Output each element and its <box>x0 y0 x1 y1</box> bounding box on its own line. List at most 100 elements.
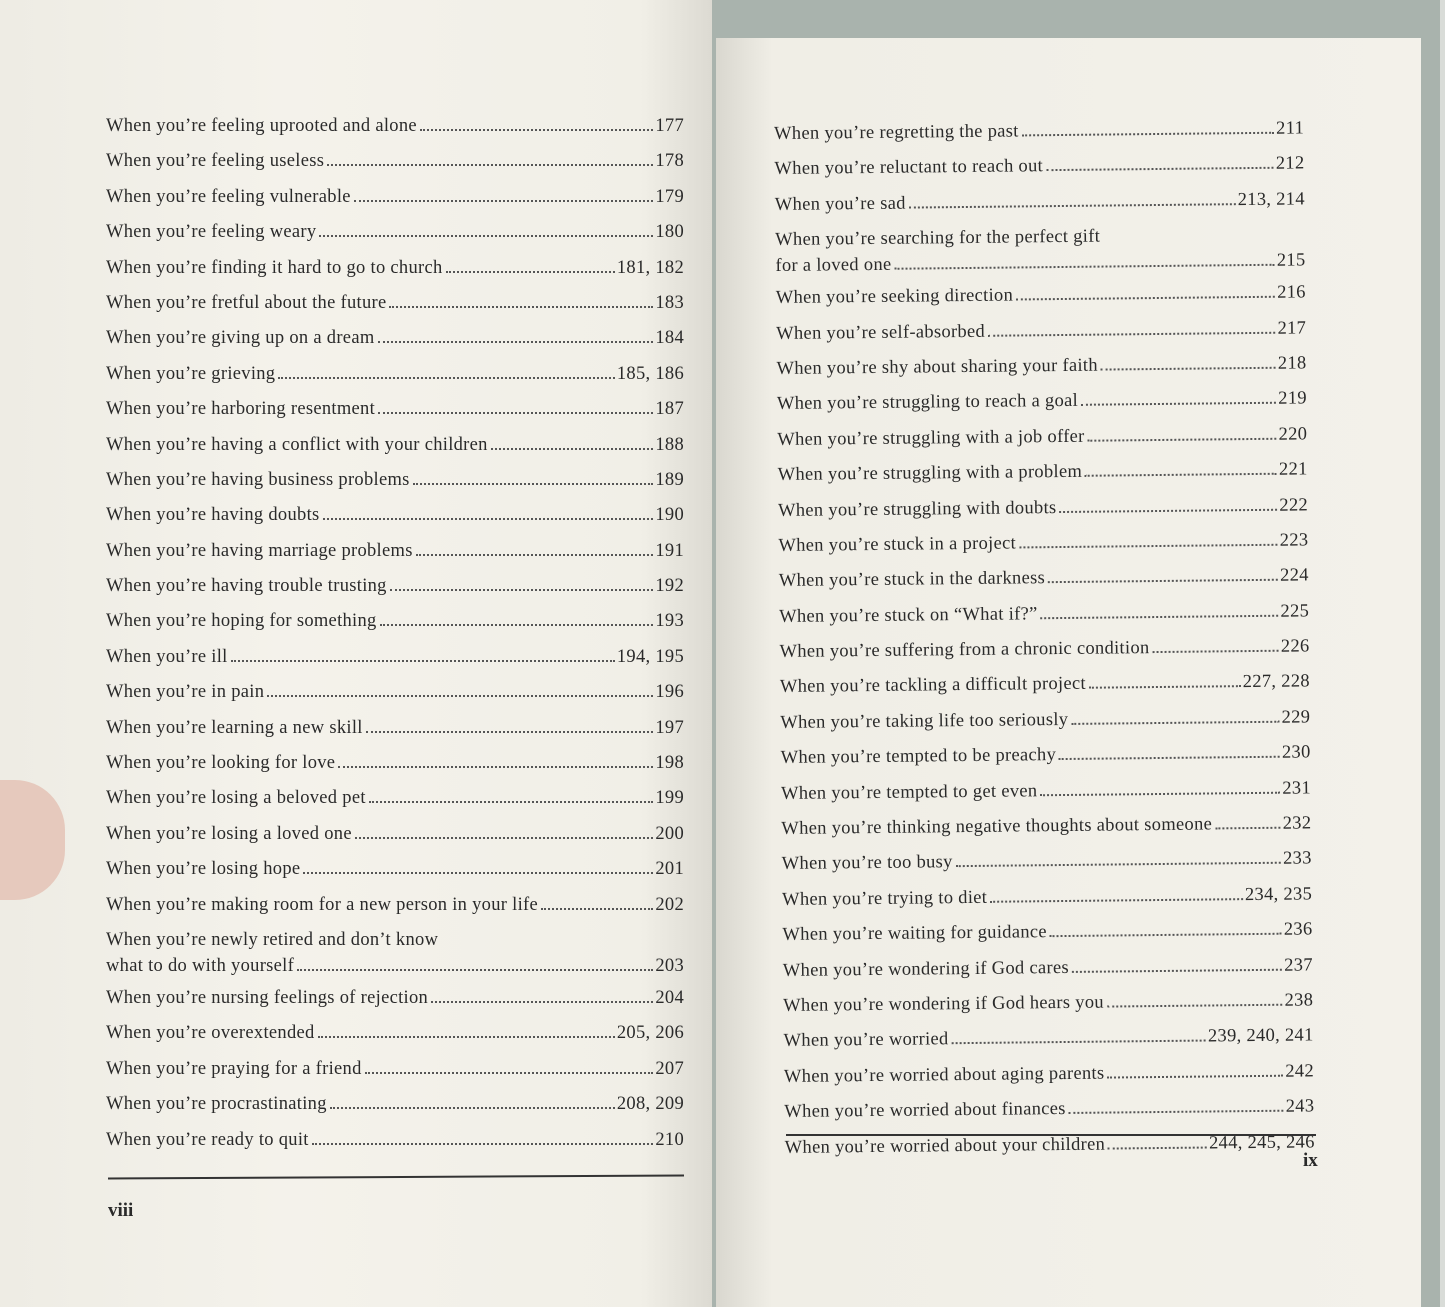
entry-title: When you’re nursing feelings of rejectio… <box>106 987 429 1008</box>
toc-entry-line: When you’re struggling with doubts 222 <box>778 495 1308 527</box>
dot-leader <box>378 411 654 415</box>
entry-title: When you’re overextended <box>106 1023 315 1044</box>
entry-page-number: 233 <box>1282 848 1312 870</box>
entry-page-number: 224 <box>1280 565 1309 587</box>
toc-entry-line: When you’re feeling vulnerable 179 <box>106 187 684 213</box>
entry-title: When you’re fretful about the future <box>106 292 387 313</box>
toc-entry: When you’re having a conflict with your … <box>106 435 684 470</box>
entry-page-number: 219 <box>1278 388 1308 410</box>
dot-leader <box>431 1000 654 1003</box>
left-page: When you’re feeling uprooted and alone 17… <box>0 0 712 1307</box>
entry-page-number: 180 <box>655 222 684 243</box>
dot-leader <box>1088 684 1241 690</box>
dot-leader <box>327 163 654 167</box>
entry-title: When you’re self-absorbed <box>776 321 986 344</box>
dot-leader <box>1059 507 1278 513</box>
entry-title: When you’re having trouble trusting <box>106 576 387 597</box>
toc-entry: When you’re tempted to get even 231 <box>781 778 1311 819</box>
dot-leader <box>1108 1145 1208 1150</box>
entry-title: When you’re waiting for guidance <box>782 922 1047 946</box>
dot-leader <box>1085 471 1278 477</box>
toc-entry-line: When you’re nursing feelings of rejectio… <box>106 988 684 1014</box>
dot-leader <box>353 199 654 202</box>
toc-entry-line: When you’re losing hope 201 <box>106 859 684 885</box>
toc-entry-line: When you’re having marriage problems 191 <box>106 541 684 567</box>
dot-leader <box>1040 613 1279 619</box>
entry-title: When you’re giving up on a dream <box>106 328 375 349</box>
toc-entry: When you’re too busy 233 <box>782 849 1312 890</box>
entry-page-number: 197 <box>655 717 684 738</box>
toc-entry: When you’re worried about your children 2… <box>785 1132 1315 1173</box>
toc-entry-line: When you’re wondering if God hears you 23… <box>783 990 1313 1022</box>
toc-entry-line: When you’re fretful about the future 183 <box>106 293 684 319</box>
toc-entry-line: When you’re overextended 205, 206 <box>106 1023 684 1049</box>
entry-title: When you’re struggling with doubts <box>777 497 1057 521</box>
toc-entry: When you’re reluctant to reach out 212 <box>774 154 1304 195</box>
dot-leader <box>297 968 654 971</box>
toc-entry: When you’re worried about aging parents 2… <box>784 1061 1314 1102</box>
entry-page-number: 220 <box>1278 424 1308 445</box>
toc-entry-line: When you’re struggling to reach a goal 21… <box>777 389 1307 421</box>
entry-page-number: 199 <box>655 788 684 809</box>
entry-title: When you’re struggling with a job offer <box>777 426 1085 450</box>
toc-entry: When you’re looking for love 198 <box>106 753 684 788</box>
entry-page-number: 211 <box>1276 118 1305 139</box>
dot-leader <box>1081 401 1277 407</box>
toc-entry: When you’re having doubts 190 <box>106 505 684 540</box>
dot-leader <box>419 128 654 131</box>
entry-title: When you’re wondering if God hears you <box>783 992 1104 1016</box>
entry-title: When you’re shy about sharing your faith <box>776 355 1098 379</box>
dot-leader <box>303 871 654 875</box>
toc-entry: When you’re feeling uprooted and alone 17… <box>106 116 684 151</box>
entry-page-number: 200 <box>655 823 684 844</box>
entry-title: When you’re trying to diet <box>782 887 988 910</box>
toc-entry: When you’re having business problems 189 <box>106 470 684 505</box>
entry-title: When you’re newly retired and don’t know <box>106 929 439 950</box>
dot-leader <box>908 201 1236 209</box>
toc-entry-line: When you’re having trouble trusting 192 <box>106 576 684 602</box>
entry-page-number: 188 <box>655 434 684 455</box>
entry-page-number: 181, 182 <box>616 257 684 278</box>
entry-page-number: 196 <box>655 682 684 703</box>
entry-page-number: 187 <box>655 399 684 420</box>
dot-leader <box>951 1038 1206 1045</box>
entry-page-number: 208, 209 <box>616 1094 684 1115</box>
toc-entry-line: When you’re newly retired and don’t know <box>106 930 684 956</box>
dot-leader <box>1107 1073 1284 1079</box>
entry-title: When you’re tempted to get even <box>780 780 1038 804</box>
entry-title: When you’re feeling uprooted and alone <box>106 116 417 136</box>
entry-page-number: 243 <box>1285 1096 1315 1117</box>
entry-page-number: 232 <box>1282 813 1312 834</box>
right-page: When you’re regretting the past 211 When y… <box>716 38 1421 1307</box>
dot-leader <box>322 517 654 521</box>
entry-title: When you’re learning a new skill <box>106 717 363 738</box>
entry-page-number: 238 <box>1284 990 1314 1011</box>
dot-leader <box>230 659 615 662</box>
toc-entry: When you’re feeling vulnerable 179 <box>106 187 684 222</box>
entry-page-number: 207 <box>655 1058 684 1079</box>
dot-leader <box>1215 825 1281 830</box>
dot-leader <box>415 553 654 556</box>
dot-leader <box>389 588 654 592</box>
toc-entry-line: When you’re tempted to be preachy 230 <box>781 743 1311 775</box>
toc-entry: When you’re searching for the perfect gi… <box>775 225 1306 289</box>
entry-page-number: 212 <box>1275 153 1305 175</box>
dot-leader <box>1152 648 1279 654</box>
entry-page-number: 217 <box>1277 318 1307 339</box>
toc-entry: When you’re having trouble trusting 192 <box>106 576 684 611</box>
toc-entry-line: When you’re giving up on a dream 184 <box>106 328 684 354</box>
entry-title: When you’re ill <box>106 646 228 667</box>
toc-entry: When you’re shy about sharing your faith… <box>776 353 1306 394</box>
entry-title: When you’re finding it hard to go to chu… <box>106 257 443 278</box>
dot-leader <box>364 1071 654 1074</box>
entry-title: When you’re losing a beloved pet <box>106 788 366 809</box>
toc-list-right: When you’re regretting the past 211 When y… <box>774 118 1315 1172</box>
toc-entry-line: When you’re having a conflict with your … <box>106 435 684 461</box>
thumb <box>0 780 65 900</box>
entry-page-number: 225 <box>1280 601 1310 622</box>
toc-entry-line: When you’re making room for a new person… <box>106 895 684 921</box>
dot-leader <box>354 836 654 839</box>
toc-entry: When you’re grieving 185, 186 <box>106 364 684 399</box>
toc-entry-line: When you’re feeling useless 178 <box>106 151 684 177</box>
toc-entry-line: for a loved one 215 <box>775 251 1305 283</box>
